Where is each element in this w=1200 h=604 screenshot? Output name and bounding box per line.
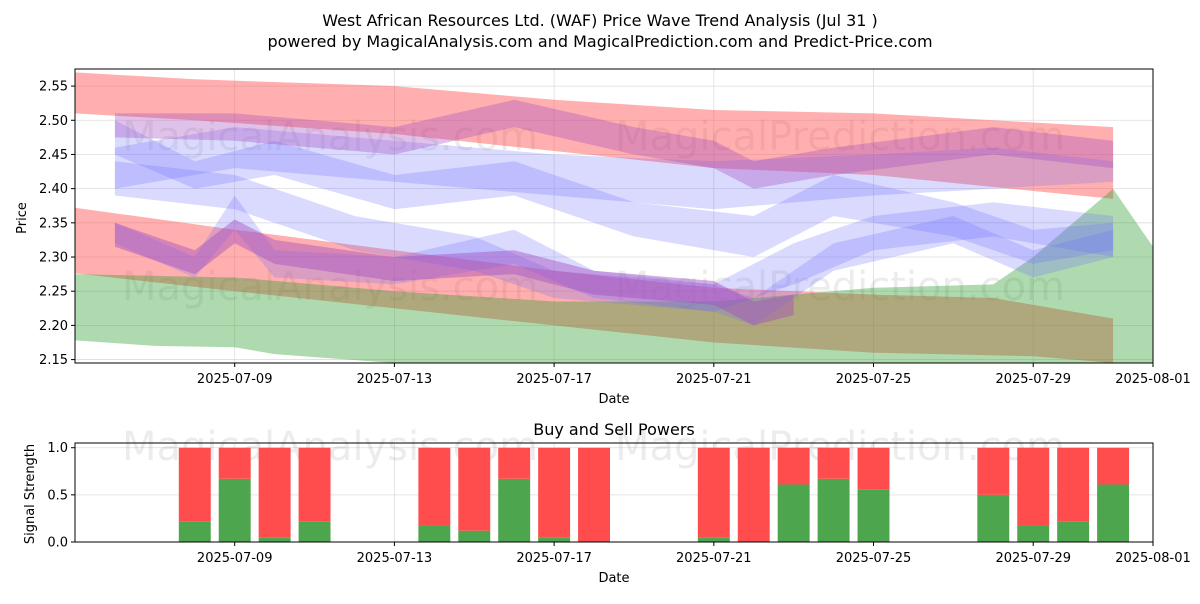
buy-bar (697, 537, 730, 542)
sell-bar (777, 447, 810, 485)
buy-bar (178, 521, 211, 542)
sell-bar (1017, 447, 1050, 526)
sell-bar (178, 447, 211, 522)
top-x-tick-label: 2025-07-29 (995, 372, 1071, 387)
wave-bands (75, 72, 1153, 363)
sell-bar (218, 447, 251, 479)
buy-bar (498, 478, 531, 542)
top-y-tick-label: 2.30 (39, 251, 68, 266)
wave-band-blue (114, 127, 1114, 210)
bottom-y-axis-label: Signal Strength (23, 444, 38, 544)
sell-bar (418, 447, 451, 526)
signal-panel: MagicalAnalysis.com MagicalPrediction.com… (47, 424, 1190, 566)
top-y-tick-label: 2.45 (39, 148, 68, 163)
bottom-y-tick-label: 0.0 (47, 536, 68, 551)
watermark-text: MagicalPrediction.com (615, 114, 1065, 160)
top-x-tick-label: 2025-07-21 (676, 372, 752, 387)
sell-bar (458, 447, 491, 531)
top-y-tick-label: 2.35 (39, 216, 68, 231)
wave-band-red (75, 72, 1114, 199)
bottom-x-tick-label: 2025-07-17 (516, 551, 592, 566)
buy-bar (418, 525, 451, 542)
price-panel: MagicalAnalysis.com MagicalPrediction.com… (39, 68, 1191, 387)
price-plot-frame (74, 68, 1154, 364)
top-y-axis-label: Price (15, 202, 30, 234)
sell-bar (258, 447, 291, 538)
top-x-tick-label: 2025-07-13 (357, 372, 433, 387)
wave-band-blue (114, 120, 1114, 264)
top-x-tick-label: 2025-07-25 (836, 372, 912, 387)
top-x-tick-label: 2025-07-17 (516, 372, 592, 387)
sell-bar (298, 447, 331, 522)
top-x-axis-label: Date (598, 392, 629, 407)
signal-plot-frame (74, 442, 1154, 543)
wave-band-purple (114, 219, 794, 326)
buy-bar (1097, 484, 1130, 542)
signal-plot-background (75, 443, 1153, 542)
bottom-x-axis-label: Date (598, 571, 629, 586)
sell-bar (977, 447, 1010, 495)
wave-band-blue (114, 161, 1114, 312)
buy-bar (258, 537, 291, 542)
sell-bar (498, 447, 531, 479)
top-y-tick-label: 2.50 (39, 114, 68, 129)
price-plot-background (75, 69, 1153, 363)
buy-bar (218, 478, 251, 542)
bottom-x-tick-label: 2025-08-01 (1115, 551, 1191, 566)
main-chart-title: West African Resources Ltd. (WAF) Price … (322, 11, 878, 30)
buy-bar (458, 530, 491, 542)
bottom-x-tick-label: 2025-07-25 (836, 551, 912, 566)
top-y-tick-label: 2.55 (39, 80, 68, 95)
top-x-tick-label: 2025-08-01 (1115, 372, 1191, 387)
bottom-y-tick-label: 0.5 (47, 488, 68, 503)
sell-bar (578, 447, 611, 542)
bottom-x-tick-label: 2025-07-29 (995, 551, 1071, 566)
buy-bar (298, 521, 331, 542)
buy-bar (1057, 521, 1090, 542)
sell-bar (857, 447, 890, 490)
top-x-tick-label: 2025-07-09 (197, 372, 273, 387)
bottom-chart-title: Buy and Sell Powers (533, 420, 695, 439)
watermark-text: MagicalAnalysis.com (122, 264, 538, 310)
sell-bar (817, 447, 850, 479)
buy-bar (857, 489, 890, 542)
wave-band-red (75, 207, 1114, 363)
top-y-tick-label: 2.15 (39, 353, 68, 368)
wave-band-purple (114, 99, 1114, 189)
sell-bar (737, 447, 770, 542)
top-y-tick-label: 2.25 (39, 285, 68, 300)
watermark-text: MagicalAnalysis.com (122, 114, 538, 160)
sell-bar (697, 447, 730, 538)
bottom-x-tick-label: 2025-07-13 (357, 551, 433, 566)
wave-band-blue (114, 195, 1114, 326)
top-y-tick-label: 2.20 (39, 319, 68, 334)
bottom-x-tick-label: 2025-07-09 (197, 551, 273, 566)
top-y-tick-label: 2.40 (39, 182, 68, 197)
bottom-y-tick-label: 1.0 (47, 441, 68, 456)
buy-bar (817, 478, 850, 542)
buy-bar (1017, 525, 1050, 542)
wave-band-green (75, 188, 1153, 363)
buy-bar (977, 494, 1010, 542)
sell-bar (1097, 447, 1130, 485)
sell-bar (538, 447, 571, 538)
bottom-x-tick-label: 2025-07-21 (676, 551, 752, 566)
main-chart-subtitle: powered by MagicalAnalysis.com and Magic… (267, 32, 932, 51)
buy-bar (777, 484, 810, 542)
watermark-text: MagicalPrediction.com (615, 264, 1065, 310)
sell-bar (1057, 447, 1090, 522)
buy-bar (538, 537, 571, 542)
